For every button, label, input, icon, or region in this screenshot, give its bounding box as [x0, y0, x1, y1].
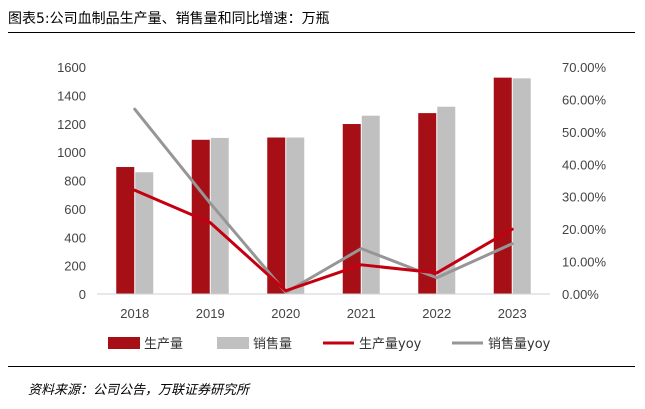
x-tick-label: 2023: [498, 306, 527, 321]
left-tick-label: 1200: [57, 117, 86, 132]
x-tick-label: 2022: [422, 306, 451, 321]
bar-production: [191, 139, 210, 294]
legend-swatch: [108, 337, 140, 349]
bar-series: [116, 77, 531, 295]
bar-sales: [135, 172, 154, 294]
legend: 生产量 销售量 生产量yoy 销售量yoy: [108, 336, 551, 352]
bar-production: [267, 137, 286, 294]
figure-title: 图表5:公司血制品生产量、销售量和同比增速：万瓶: [8, 11, 330, 27]
right-tick-label: 40.00%: [562, 157, 607, 172]
left-tick-label: 0: [79, 287, 86, 302]
x-tick-label: 2018: [120, 306, 149, 321]
x-axis: 2018 2019 2020 2021 2022 2023: [120, 306, 526, 321]
footer-rule: [8, 366, 635, 367]
source-note: 资料来源：公司公告，万联证券研究所: [28, 383, 250, 398]
x-tick-label: 2019: [196, 306, 225, 321]
legend-swatch: [217, 337, 249, 349]
line-production-yoy: [133, 188, 514, 293]
right-axis: 0.00% 10.00% 20.00% 30.00% 40.00% 50.00% 60.00…: [562, 60, 607, 302]
left-tick-label: 400: [64, 230, 86, 245]
line-series: [133, 107, 514, 294]
left-tick-label: 1400: [57, 88, 86, 103]
right-tick-label: 50.00%: [562, 125, 607, 140]
bar-production: [116, 167, 135, 294]
right-tick-label: 30.00%: [562, 190, 607, 205]
bar-sales: [512, 78, 531, 294]
bar-sales: [286, 137, 305, 294]
legend-label: 生产量: [144, 337, 183, 352]
left-tick-label: 800: [64, 174, 86, 189]
legend-label: 生产量yoy: [359, 337, 422, 352]
left-tick-label: 1000: [57, 145, 86, 160]
legend-label: 销售量: [253, 336, 292, 352]
left-tick-label: 1600: [57, 60, 86, 75]
left-tick-label: 200: [64, 259, 86, 274]
left-axis: 0 200 400 600 800 1000 1200 1400 1600: [57, 60, 86, 302]
title-rule: [8, 32, 635, 33]
right-tick-label: 0.00%: [562, 287, 599, 302]
x-tick-label: 2020: [271, 306, 300, 321]
legend-label: 销售量yoy: [488, 336, 551, 352]
x-tick-label: 2021: [347, 306, 376, 321]
right-tick-label: 10.00%: [562, 255, 607, 270]
bar-production: [493, 77, 512, 294]
line-sales-yoy: [133, 107, 514, 294]
bar-sales: [437, 106, 456, 294]
right-tick-label: 70.00%: [562, 60, 607, 75]
left-tick-label: 600: [64, 202, 86, 217]
bar-production: [418, 113, 437, 294]
right-tick-label: 60.00%: [562, 92, 607, 107]
right-tick-label: 20.00%: [562, 222, 607, 237]
